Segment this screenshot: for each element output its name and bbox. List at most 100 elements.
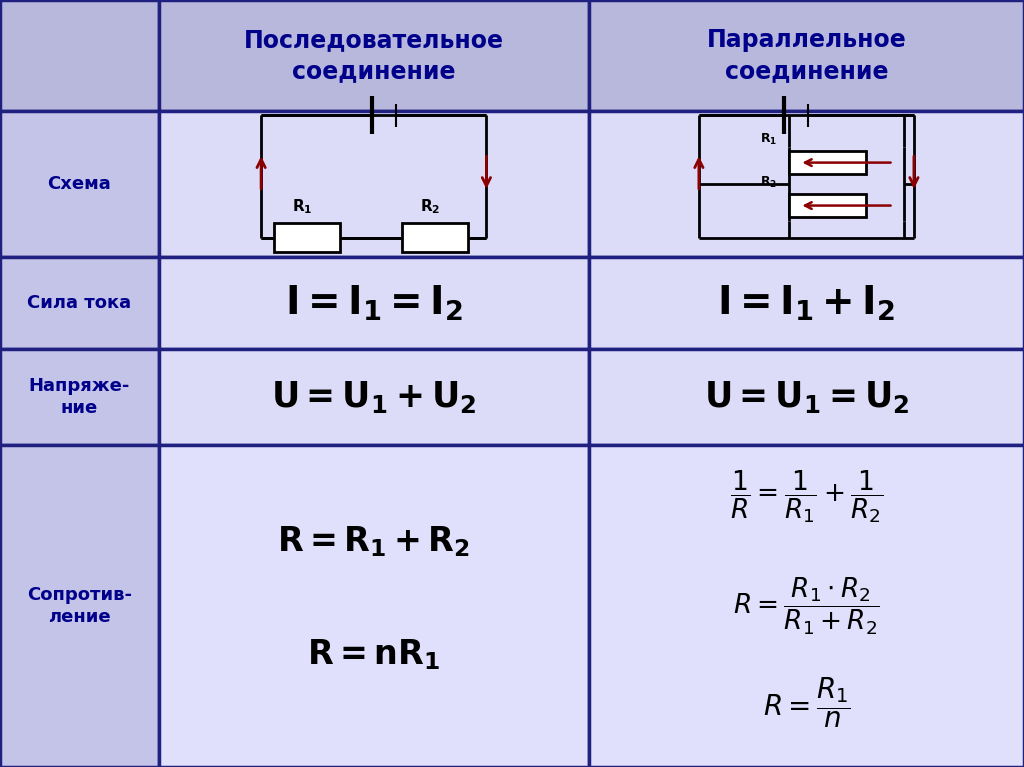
Text: $\mathbf{R = nR_1}$: $\mathbf{R = nR_1}$ — [307, 637, 440, 672]
Bar — [0, 50, 1024, 54]
Bar — [159, 111, 589, 257]
Text: Схема: Схема — [47, 175, 112, 193]
Bar — [0, 157, 1024, 161]
Bar — [0, 667, 1024, 671]
Bar — [0, 330, 1024, 334]
Bar — [0, 671, 1024, 675]
Bar — [0, 215, 1024, 219]
Bar — [0, 146, 1024, 150]
Bar — [0, 483, 1024, 487]
Bar — [0, 203, 1024, 207]
Bar — [0, 199, 1024, 203]
Text: Последовательное
соединение: Последовательное соединение — [244, 28, 504, 84]
Bar — [0, 234, 1024, 238]
Bar — [0, 472, 1024, 476]
Bar — [0, 115, 1024, 119]
Bar — [0, 318, 1024, 322]
Bar — [0, 15, 1024, 19]
Bar — [0, 353, 1024, 357]
Bar — [0, 61, 1024, 65]
Bar — [0, 387, 1024, 391]
Bar — [0, 272, 1024, 276]
Bar — [0, 644, 1024, 648]
Bar — [0, 31, 1024, 35]
Bar — [0, 660, 1024, 663]
Bar — [0, 253, 1024, 257]
Bar — [0, 337, 1024, 341]
Bar — [0, 579, 1024, 583]
Text: $\mathbf{R_1}$: $\mathbf{R_1}$ — [760, 132, 777, 147]
Bar — [0, 437, 1024, 441]
Bar — [589, 257, 1024, 349]
Bar — [0, 173, 1024, 176]
Text: $\mathbf{I = I_1 + I_2}$: $\mathbf{I = I_1 + I_2}$ — [718, 283, 895, 323]
Bar — [0, 357, 1024, 360]
Bar — [0, 725, 1024, 729]
Bar — [159, 445, 589, 767]
Bar — [0, 583, 1024, 587]
Bar — [0, 740, 1024, 744]
Bar — [0, 134, 1024, 138]
Bar — [0, 610, 1024, 614]
Bar — [0, 111, 159, 257]
Bar — [0, 142, 1024, 146]
Bar — [0, 130, 1024, 134]
Bar — [0, 384, 1024, 387]
Bar — [0, 637, 1024, 640]
Bar — [0, 107, 1024, 111]
Bar — [0, 295, 1024, 299]
Bar — [0, 606, 1024, 610]
Bar — [0, 418, 1024, 422]
Bar — [0, 663, 1024, 667]
Bar — [0, 690, 1024, 694]
Bar — [0, 368, 1024, 372]
Bar — [0, 19, 1024, 23]
Bar — [0, 464, 1024, 468]
Bar — [0, 176, 1024, 180]
Bar — [0, 648, 1024, 652]
Bar — [0, 291, 1024, 295]
Bar — [0, 184, 1024, 188]
Bar — [0, 326, 1024, 330]
Text: $R = \dfrac{R_1}{n}$: $R = \dfrac{R_1}{n}$ — [763, 675, 850, 730]
Bar — [790, 151, 866, 174]
Bar — [0, 686, 1024, 690]
Bar — [0, 514, 1024, 518]
Bar — [0, 441, 1024, 445]
Bar — [0, 495, 1024, 499]
Bar — [0, 8, 1024, 12]
Bar — [0, 280, 1024, 284]
Bar — [0, 257, 159, 349]
Text: Напряже-
ние: Напряже- ние — [29, 377, 130, 417]
Bar — [0, 591, 1024, 594]
Bar — [0, 675, 1024, 679]
Text: $\mathbf{U = U_1 + U_2}$: $\mathbf{U = U_1 + U_2}$ — [271, 379, 476, 415]
Bar — [159, 0, 589, 111]
Bar — [0, 652, 1024, 656]
Bar — [589, 111, 1024, 257]
Bar — [0, 69, 1024, 73]
Text: Сопротив-
ление: Сопротив- ление — [27, 586, 132, 626]
Text: Сила тока: Сила тока — [28, 294, 131, 312]
Bar — [0, 449, 1024, 453]
Bar — [0, 399, 1024, 403]
Bar — [0, 314, 1024, 318]
Bar — [0, 261, 1024, 265]
Bar — [0, 0, 159, 111]
Bar — [0, 453, 1024, 456]
Bar — [0, 111, 1024, 115]
Bar — [0, 717, 1024, 721]
Bar — [0, 529, 1024, 533]
Bar — [0, 640, 1024, 644]
Bar — [0, 594, 1024, 598]
Bar — [0, 679, 1024, 683]
Bar — [0, 598, 1024, 602]
Bar — [0, 706, 1024, 709]
Bar — [0, 230, 1024, 234]
Bar — [0, 127, 1024, 130]
Bar — [0, 744, 1024, 748]
Bar — [0, 763, 1024, 767]
Bar — [0, 42, 1024, 46]
Bar — [0, 46, 1024, 50]
Bar — [0, 242, 1024, 245]
